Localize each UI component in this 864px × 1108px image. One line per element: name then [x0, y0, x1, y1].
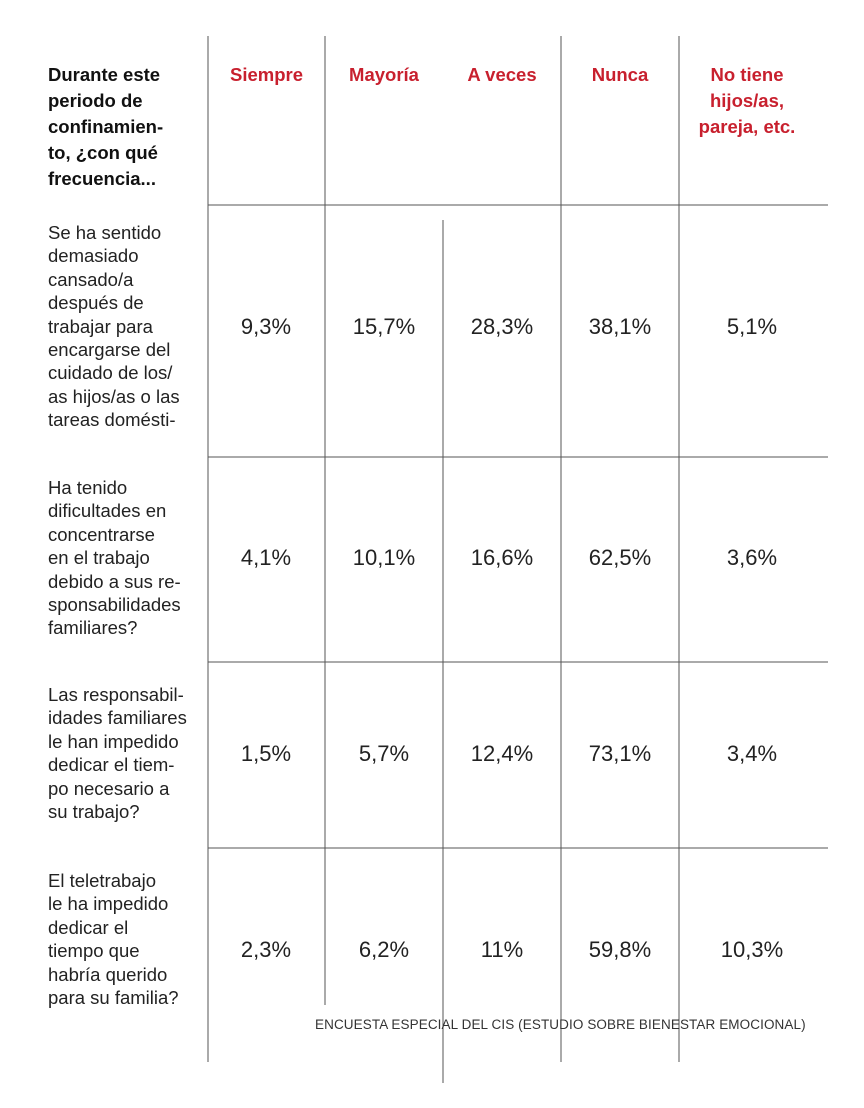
row-label-tiempo-trabajo: Las responsabil- idades familiares le ha…: [48, 684, 187, 823]
cell-value: 12,4%: [470, 741, 534, 766]
cell-value: 5,1%: [726, 314, 778, 339]
cell-value: 11%: [480, 937, 524, 962]
cell-value: 62,5%: [588, 545, 652, 570]
cell-value: 6,2%: [358, 937, 410, 962]
cell-value: 10,1%: [352, 545, 416, 570]
cell-value: 3,6%: [726, 545, 778, 570]
column-header-siempre: Siempre: [229, 64, 303, 85]
column-header-nunca: Nunca: [591, 64, 649, 85]
cell-value: 73,1%: [588, 741, 652, 766]
cell-value: 5,7%: [358, 741, 410, 766]
source-note: ENCUESTA ESPECIAL DEL CIS (ESTUDIO SOBRE…: [315, 1017, 806, 1032]
row-label-concentrarse: Ha tenido dificultades en concentrarse e…: [48, 477, 181, 639]
cell-value: 3,4%: [726, 741, 778, 766]
header-question: Durante este periodo de confinamien- to,…: [48, 64, 164, 189]
cell-value: 15,7%: [352, 314, 416, 339]
cell-value: 16,6%: [470, 545, 534, 570]
cell-value: 2,3%: [240, 937, 292, 962]
cell-value: 9,3%: [240, 314, 292, 339]
cell-value: 59,8%: [588, 937, 652, 962]
cell-value: 1,5%: [240, 741, 292, 766]
column-header-mayoria: Mayoría: [349, 64, 419, 85]
column-header-no-tiene: No tiene hijos/as, pareja, etc.: [698, 64, 796, 137]
column-header-a-veces: A veces: [467, 64, 537, 85]
row-label-cansado: Se ha sentido demasiado cansado/a despué…: [48, 222, 180, 431]
cell-value: 38,1%: [588, 314, 652, 339]
cell-value: 4,1%: [240, 545, 292, 570]
cell-value: 10,3%: [720, 937, 784, 962]
cell-value: 28,3%: [470, 314, 534, 339]
row-label-teletrabajo: El teletrabajo le ha impedido dedicar el…: [48, 870, 179, 1009]
